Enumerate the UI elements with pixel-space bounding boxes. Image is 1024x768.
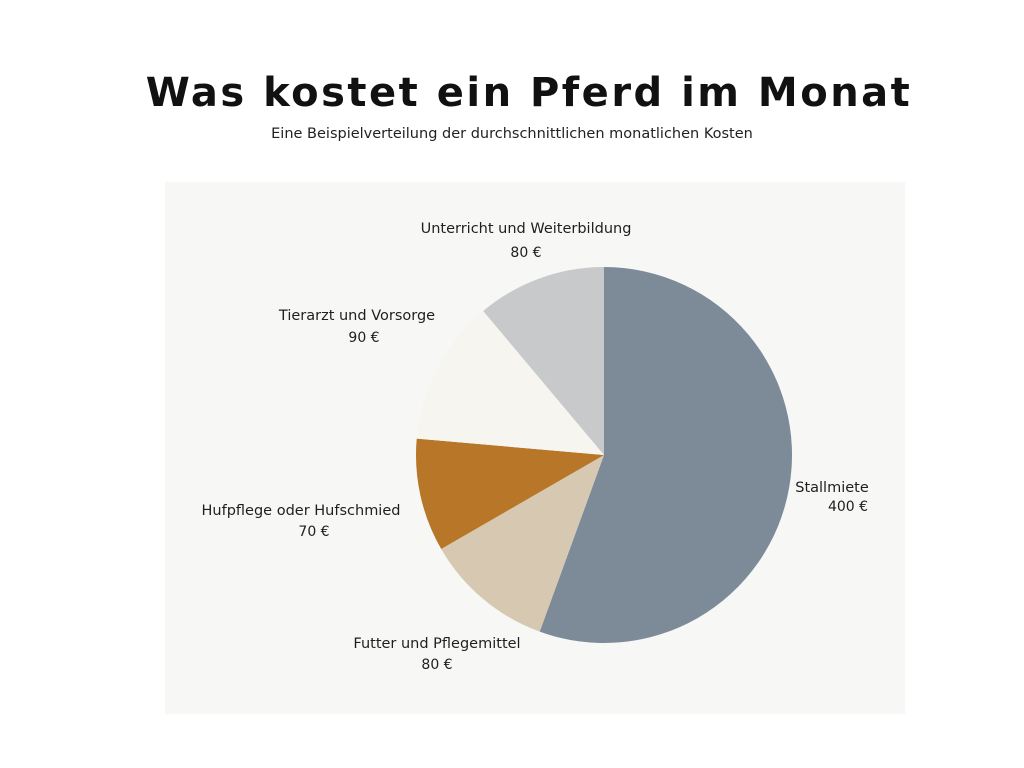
slice-value-label: 80 € [510, 245, 541, 261]
slice-label: Stallmiete [795, 480, 869, 496]
pie-slice-1 [539, 267, 793, 643]
chart-subtitle: Eine Beispielverteilung der durchschnitt… [271, 126, 753, 142]
pie-slice-5 [483, 267, 604, 455]
slice-label: Futter und Pflegemittel [353, 636, 520, 652]
chart-panel: Stallmiete 400 € Futter und Pflegemittel 80… [165, 182, 905, 714]
slice-label: Hufpflege oder Hufschmied [202, 503, 401, 519]
pie-slice-2 [441, 455, 604, 632]
chart-title: Was kostet ein Pferd im Monat [145, 70, 913, 116]
slice-value-label: 70 € [298, 524, 329, 540]
slice-value-label: 80 € [421, 657, 452, 673]
slice-value-label: 400 € [828, 499, 868, 515]
pie-slice-4 [416, 310, 604, 455]
slice-value-label: 90 € [348, 330, 379, 346]
slice-label: Tierarzt und Vorsorge [278, 308, 435, 324]
pie-slice-3 [416, 438, 604, 549]
slice-label: Unterricht und Weiterbildung [421, 221, 632, 237]
pie-chart: Stallmiete 400 € Futter und Pflegemittel 80… [202, 221, 869, 673]
